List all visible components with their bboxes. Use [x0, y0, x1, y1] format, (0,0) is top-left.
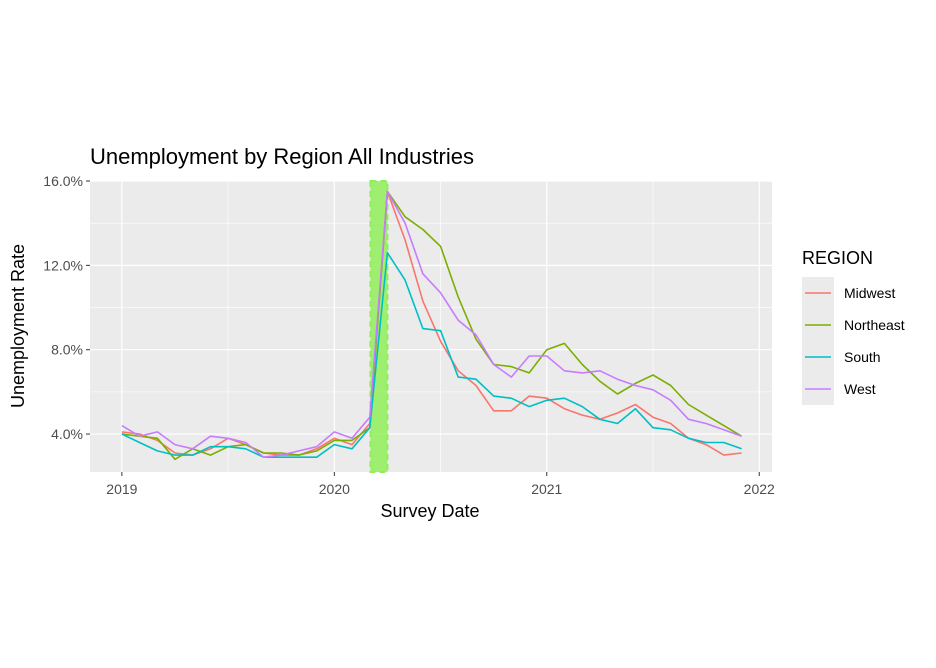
series-line-west — [121, 190, 742, 459]
plot-background — [90, 181, 772, 472]
x-tick-label: 2021 — [531, 481, 562, 497]
x-axis-title: Survey Date — [380, 501, 479, 521]
legend: REGION Midwest Northeast South West — [802, 248, 905, 405]
y-tick-label: 12.0% — [43, 257, 83, 273]
y-tick-label: 8.0% — [51, 342, 83, 358]
legend-label-northeast: Northeast — [844, 317, 905, 333]
legend-label-west: West — [844, 381, 876, 397]
legend-label-south: South — [844, 349, 881, 365]
legend-label-midwest: Midwest — [844, 285, 895, 301]
y-axis-title: Unemployment Rate — [8, 244, 28, 408]
legend-title: REGION — [802, 248, 873, 268]
chart-title: Unemployment by Region All Industries — [90, 144, 474, 169]
series-line-midwest — [121, 190, 742, 456]
series-line-northeast — [121, 190, 743, 461]
axes: 2019 2020 2021 2022 4.0% 8.0% 12.0% 16.0% — [43, 173, 775, 497]
y-tick-label: 16.0% — [43, 173, 83, 189]
y-tick-label: 4.0% — [51, 426, 83, 442]
series-line-south — [121, 251, 742, 459]
x-tick-label: 2020 — [319, 481, 350, 497]
x-tick-label: 2019 — [106, 481, 137, 497]
plot-area — [90, 180, 772, 473]
x-tick-label: 2022 — [744, 481, 775, 497]
